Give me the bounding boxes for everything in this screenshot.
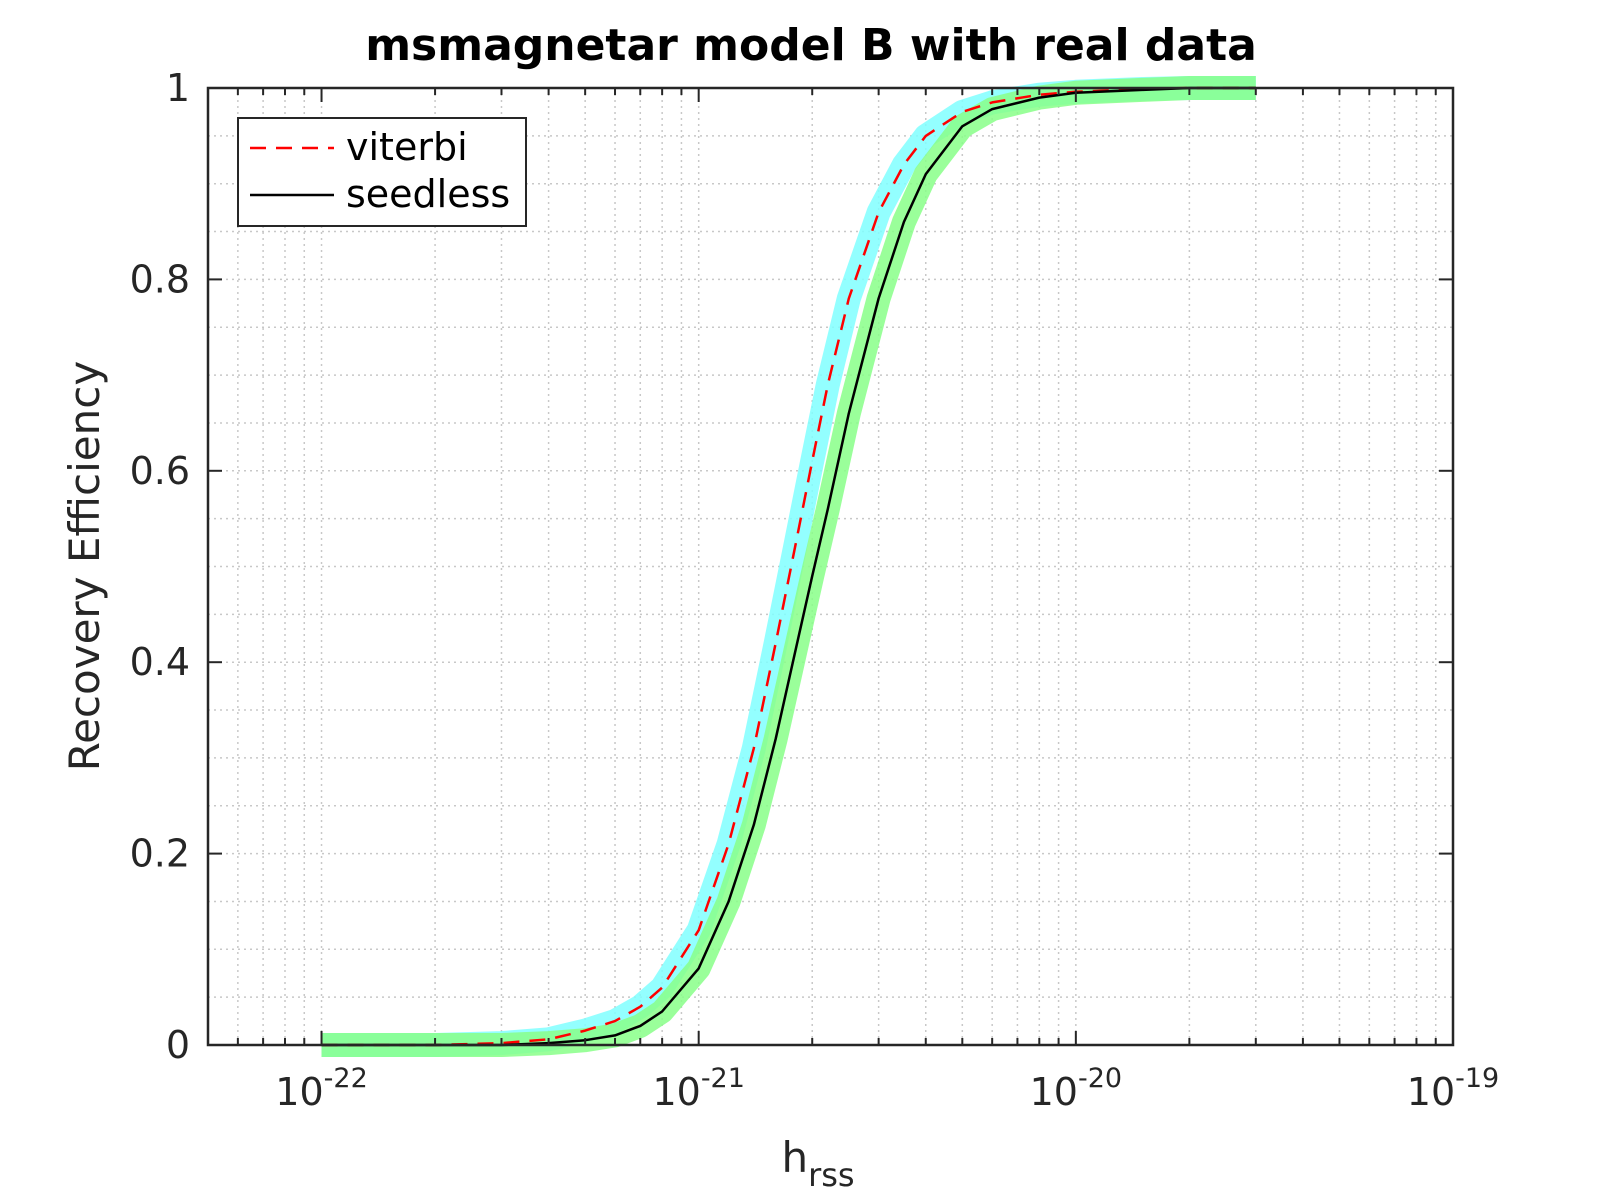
axis-ticks [208, 87, 1453, 1046]
y-tick-label: 0.4 [130, 640, 190, 684]
x-axis-label: hrss [781, 1133, 854, 1194]
x-tick-label-exponent: -21 [701, 1063, 745, 1094]
x-tick-label: 10-19 [1407, 1063, 1499, 1114]
legend-label-seedless: seedless [346, 172, 510, 216]
legend: viterbi seedless [237, 117, 527, 227]
series-lines [321, 86, 1256, 1047]
y-tick-label: 0 [166, 1023, 190, 1067]
x-tick-label-base: 10 [1407, 1070, 1455, 1114]
y-tick-labels: 0 0.2 0.4 0.6 0.8 1 [130, 66, 190, 1067]
y-tick-label: 0.8 [130, 257, 190, 301]
y-tick-label: 0.2 [130, 832, 190, 876]
x-tick-label: 10-20 [1030, 1063, 1122, 1114]
x-tick-label-exponent: -20 [1078, 1063, 1122, 1094]
x-axis-label-main: h [781, 1133, 808, 1182]
x-tick-labels: 10-22 10-21 10-20 10-19 [275, 1063, 1499, 1114]
y-axis-label: Recovery Efficiency [60, 361, 109, 771]
chart-title: msmagnetar model B with real data [365, 20, 1257, 71]
y-tick-label: 1 [166, 66, 190, 110]
plot-area [208, 88, 1453, 1045]
series-line-viterbi [321, 86, 1256, 1047]
x-tick-label: 10-21 [652, 1063, 744, 1114]
legend-box [237, 117, 527, 227]
x-axis-label-sub: rss [808, 1156, 855, 1194]
x-tick-label-exponent: -22 [324, 1063, 368, 1094]
x-tick-label-base: 10 [652, 1070, 700, 1114]
series-line-seedless [321, 86, 1256, 1047]
x-tick-label: 10-22 [275, 1063, 367, 1114]
x-tick-label-base: 10 [275, 1070, 323, 1114]
y-tick-label: 0.6 [130, 449, 190, 493]
x-tick-label-exponent: -19 [1455, 1063, 1499, 1094]
legend-label-viterbi: viterbi [346, 125, 468, 169]
plot-frame [206, 86, 1455, 1047]
x-tick-label-base: 10 [1030, 1070, 1078, 1114]
